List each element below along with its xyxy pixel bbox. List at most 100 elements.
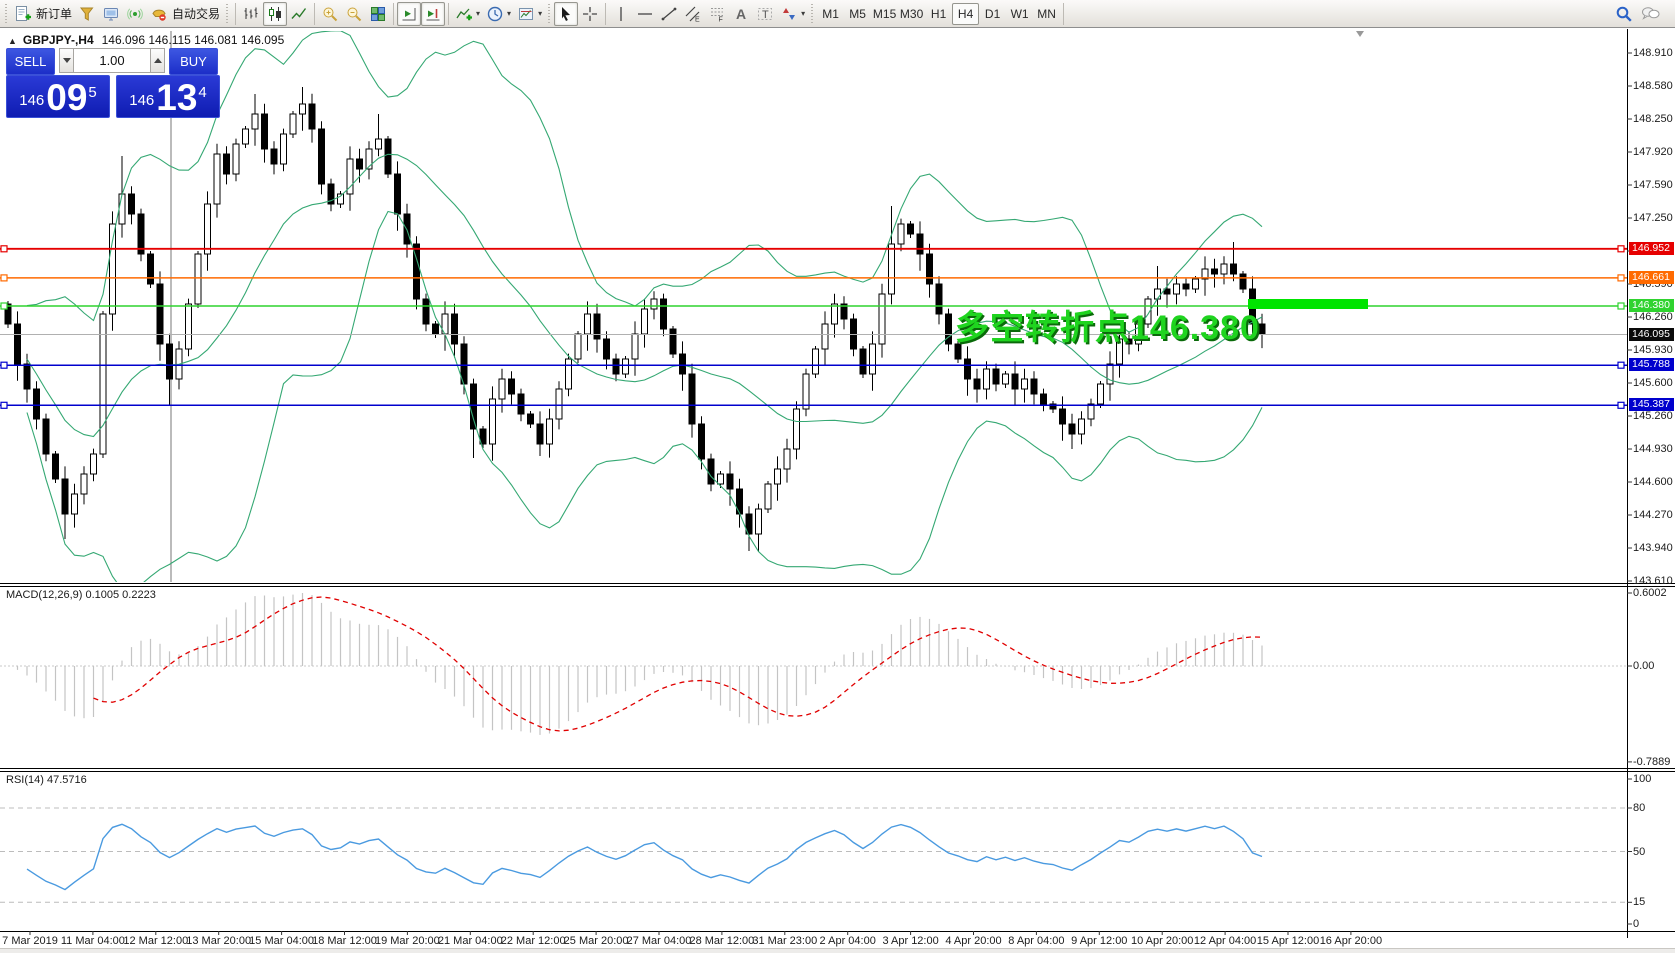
time-tick-label: 4 Apr 20:00	[945, 935, 1002, 947]
time-tick-label: 12 Apr 04:00	[1193, 935, 1257, 947]
zoom-out-button[interactable]	[342, 2, 366, 26]
delete-objects-button[interactable]	[75, 2, 99, 26]
current-price-badge: 146.095	[1629, 327, 1674, 341]
terminal-button[interactable]	[99, 2, 123, 26]
fibonacci-tool-button[interactable]: F	[705, 2, 729, 26]
time-tick-label: 18 Mar 12:00	[312, 935, 377, 947]
symbol-period-label: GBPJPY-,H4	[22, 33, 94, 47]
toolbar-separator	[314, 2, 316, 25]
price-tick-label: 143.940	[1633, 542, 1673, 554]
tile-windows-icon	[371, 6, 386, 21]
periods-clock-button[interactable]: ▾	[483, 2, 514, 26]
tab-m1[interactable]: M1	[822, 6, 839, 21]
buy-price-prefix: 146	[129, 92, 155, 109]
add-indicator-button[interactable]: ▾	[452, 2, 483, 26]
tab-m15[interactable]: M15	[872, 6, 897, 21]
toolbar-drag-handle[interactable]	[225, 3, 231, 24]
volume-input[interactable]	[74, 48, 150, 73]
tile-windows-button[interactable]	[366, 2, 390, 26]
green-highlight-bar[interactable]	[1248, 299, 1368, 309]
buy-button[interactable]: BUY	[169, 48, 218, 75]
toolbar-separator	[448, 2, 450, 25]
chat-button[interactable]	[1637, 2, 1665, 26]
rsi-indicator-label: RSI(14) 47.5716	[6, 774, 87, 786]
volume-up-button[interactable]	[150, 48, 165, 73]
time-tick-label: 2 Apr 04:00	[819, 935, 876, 947]
signals-button[interactable]	[123, 2, 147, 26]
time-tick-label: 7 Mar 2019	[2, 935, 58, 947]
chart-text-annotation[interactable]: 多空转折点146.380	[955, 309, 1260, 347]
toolbar-drag-handle[interactable]	[4, 3, 9, 24]
tab-h1[interactable]: H1	[930, 6, 947, 21]
crosshair-button[interactable]	[578, 2, 602, 26]
price-tick-label: 148.910	[1633, 47, 1673, 59]
buy-price-display[interactable]: 146 13 4	[116, 75, 220, 118]
template-button[interactable]: ▾	[514, 2, 545, 26]
tab-w1[interactable]: W1	[1010, 6, 1029, 21]
price-axis-border	[1627, 29, 1628, 938]
chart-shift-button[interactable]	[397, 1, 422, 26]
candlestick-chart-button[interactable]	[263, 1, 288, 26]
zoom-in-button[interactable]	[318, 2, 342, 26]
price-badge-146.952[interactable]: 146.952	[1629, 241, 1674, 255]
macd-panel-bottom-border[interactable]	[0, 768, 1675, 769]
tab-h4[interactable]: H4	[952, 2, 980, 25]
tab-mn[interactable]: MN	[1037, 6, 1056, 21]
shapes-icon	[783, 7, 796, 20]
arrows-tool-button[interactable]: ▾	[777, 2, 808, 26]
sell-price-big: 09	[46, 77, 88, 118]
trendline-tool-button[interactable]	[657, 2, 681, 26]
price-badge-146.380[interactable]: 146.380	[1629, 299, 1674, 312]
auto-scroll-button[interactable]	[421, 1, 446, 26]
autotrading-button[interactable]: 自动交易	[147, 2, 223, 26]
price-badge-145.387[interactable]: 145.387	[1629, 398, 1674, 412]
tab-m5[interactable]: M5	[849, 6, 866, 21]
bar-chart-button[interactable]	[239, 2, 263, 26]
volume-down-button[interactable]	[59, 48, 74, 73]
chart-ohlc-header: ▲ GBPJPY-,H4 146.096 146.115 146.081 146.0…	[8, 33, 284, 47]
time-tick-label: 13 Mar 20:00	[186, 935, 252, 947]
auto-scroll-icon	[426, 8, 440, 20]
sell-price-display[interactable]: 146 09 5	[6, 75, 110, 118]
main-panel-bottom-border[interactable]	[0, 583, 1675, 584]
sell-button[interactable]: SELL	[6, 48, 55, 75]
toolbar-separator	[605, 2, 607, 25]
line-chart-button[interactable]	[287, 2, 311, 26]
crosshair-icon	[583, 6, 598, 21]
cursor-arrow-icon	[562, 6, 571, 21]
collapse-trade-panel-icon[interactable]: ▲	[8, 36, 17, 46]
price-tick-label: 144.600	[1633, 476, 1673, 488]
toolbar-drag-handle[interactable]	[810, 3, 816, 24]
equidistant-channel-tool-button[interactable]: E	[681, 2, 705, 26]
svg-text:F: F	[719, 16, 723, 23]
time-tick-label: 21 Mar 04:00	[437, 935, 503, 947]
tab-m30[interactable]: M30	[899, 6, 924, 21]
text-tool-button[interactable]: A	[729, 2, 753, 26]
time-tick-label: 27 Mar 04:00	[626, 935, 692, 947]
vertical-line-tool-button[interactable]	[609, 2, 633, 26]
price-badge-145.788[interactable]: 145.788	[1629, 358, 1674, 372]
price-tick-label: 148.580	[1633, 80, 1673, 92]
text-label-tool-button[interactable]: T	[753, 2, 777, 26]
price-badge-146.661[interactable]: 146.661	[1629, 270, 1674, 284]
cursor-button[interactable]	[554, 1, 579, 26]
toolbar-separator	[393, 2, 395, 25]
time-tick-label: 11 Mar 04:00	[60, 935, 125, 947]
price-tick-label: 147.250	[1633, 212, 1673, 224]
time-tick-label: 19 Mar 20:00	[374, 935, 440, 947]
svg-text:T: T	[762, 9, 769, 21]
new-order-icon	[16, 5, 31, 21]
time-tick-label: 28 Mar 12:00	[689, 935, 755, 947]
new-order-button[interactable]: 新订单	[11, 2, 75, 26]
horizontal-line-icon	[638, 12, 653, 15]
triangle-up-icon	[153, 58, 162, 63]
ohlc-values: 146.096 146.115 146.081 146.095	[101, 33, 285, 47]
toolbar-drag-handle[interactable]	[547, 3, 553, 24]
toolbar: 新订单 自动交易	[0, 0, 1675, 28]
time-tick-label: 25 Mar 20:00	[563, 935, 629, 947]
horizontal-line-tool-button[interactable]	[633, 2, 657, 26]
horizontal-scrollbar[interactable]	[0, 948, 1675, 953]
search-button[interactable]	[1611, 2, 1637, 26]
tab-d1[interactable]: D1	[984, 6, 1001, 21]
